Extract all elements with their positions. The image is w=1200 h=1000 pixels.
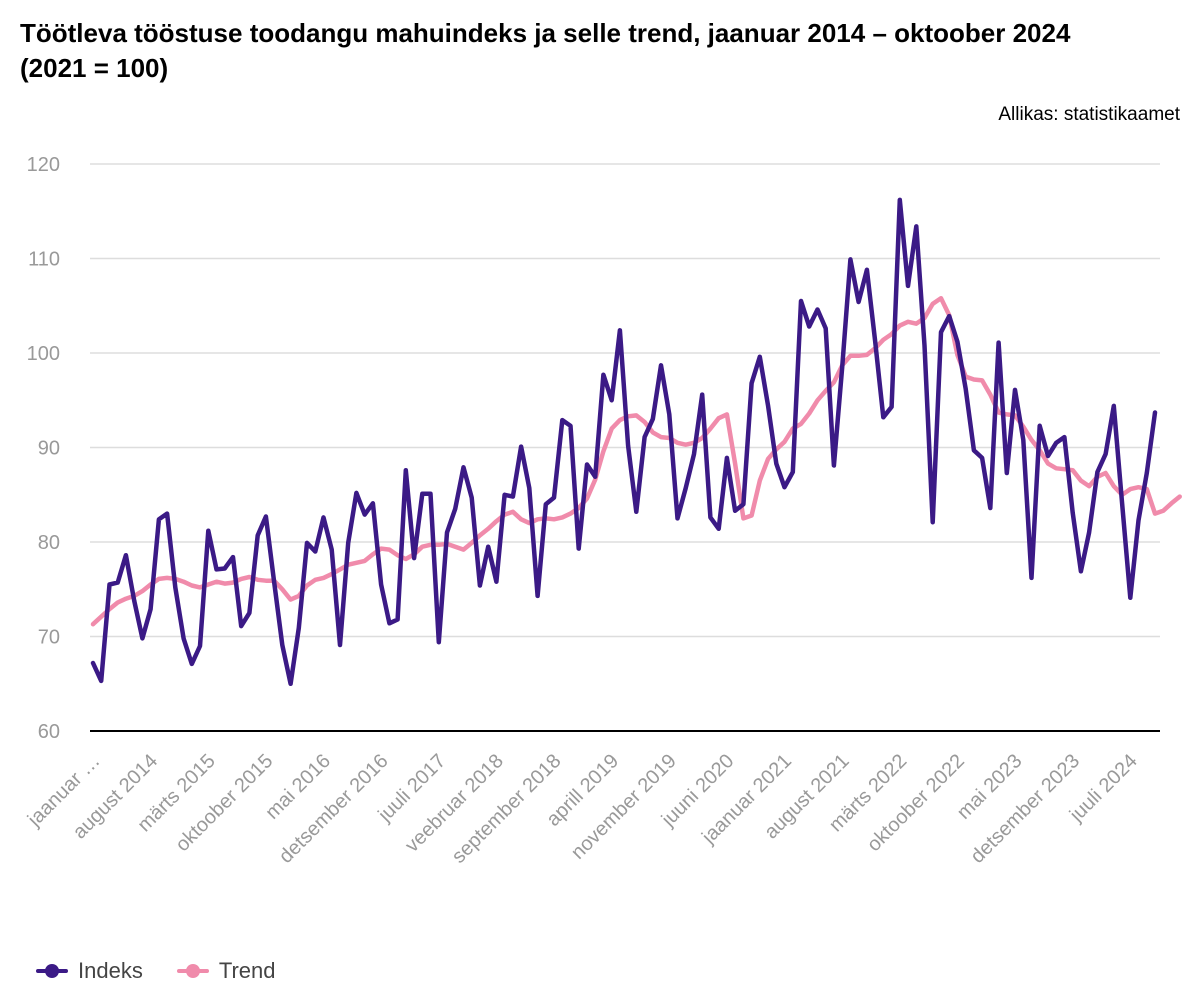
chart-title: Töötleva tööstuse toodangu mahuindeks ja… — [20, 18, 1071, 83]
legend-item-index[interactable]: Indeks — [36, 957, 143, 985]
legend: Indeks Trend — [36, 957, 309, 985]
y-tick-label: 70 — [38, 627, 60, 649]
legend-label-trend: Trend — [218, 958, 276, 983]
gridlines — [90, 163, 1160, 732]
y-tick-label: 120 — [27, 154, 60, 176]
y-tick-label: 80 — [38, 532, 60, 554]
y-axis-ticks: 60 70 80 90 100 110 120 — [27, 154, 60, 743]
index-line-icon — [36, 957, 68, 985]
x-tick-label: veebruar 2018 — [401, 750, 508, 857]
series-line-trend — [90, 295, 1182, 627]
source-note: Allikas: statistikaamet — [998, 104, 1180, 125]
x-tick-label: november 2019 — [567, 750, 681, 864]
y-tick-label: 100 — [27, 343, 60, 365]
y-tick-label: 60 — [38, 721, 60, 743]
y-tick-label: 90 — [38, 438, 60, 460]
series-line-index — [90, 197, 1158, 687]
legend-item-trend[interactable]: Trend — [176, 957, 276, 985]
line-chart: 60 70 80 90 100 110 120 jaanuar …august 2014mä… — [23, 154, 1182, 868]
legend-label-index: Indeks — [78, 958, 143, 983]
legend-dot-trend — [185, 964, 200, 978]
y-tick-label: 110 — [28, 249, 60, 271]
legend-dot-index — [45, 964, 59, 978]
series-lines — [90, 197, 1182, 687]
trend-line-icon — [176, 957, 209, 985]
